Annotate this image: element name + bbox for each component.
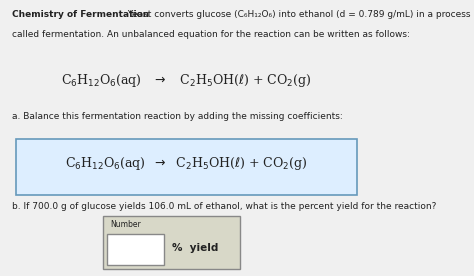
Text: b. If 700.0 g of glucose yields 106.0 mL of ethanol, what is the percent yield f: b. If 700.0 g of glucose yields 106.0 mL… bbox=[12, 202, 437, 211]
Text: called fermentation. An unbalanced equation for the reaction can be written as f: called fermentation. An unbalanced equat… bbox=[12, 30, 410, 39]
FancyBboxPatch shape bbox=[103, 216, 240, 269]
Text: C$_6$H$_{12}$O$_6$(aq)  $\rightarrow$  C$_2$H$_5$OH($\ell$) + CO$_2$(g): C$_6$H$_{12}$O$_6$(aq) $\rightarrow$ C$_… bbox=[65, 155, 308, 172]
Text: Number: Number bbox=[110, 220, 141, 229]
FancyBboxPatch shape bbox=[107, 233, 164, 265]
FancyBboxPatch shape bbox=[16, 139, 356, 195]
Text: %  yield: % yield bbox=[172, 243, 218, 253]
Text: C$_6$H$_{12}$O$_6$(aq)   $\rightarrow$   C$_2$H$_5$OH($\ell$) + CO$_2$(g): C$_6$H$_{12}$O$_6$(aq) $\rightarrow$ C$_… bbox=[61, 72, 311, 89]
Text: Chemistry of Fermentation: Chemistry of Fermentation bbox=[12, 10, 150, 18]
Text: Yeast converts glucose (C₆H₁₂O₆) into ethanol (d = 0.789 g/mL) in a process: Yeast converts glucose (C₆H₁₂O₆) into et… bbox=[125, 10, 471, 18]
Text: a. Balance this fermentation reaction by adding the missing coefficients:: a. Balance this fermentation reaction by… bbox=[12, 112, 343, 121]
